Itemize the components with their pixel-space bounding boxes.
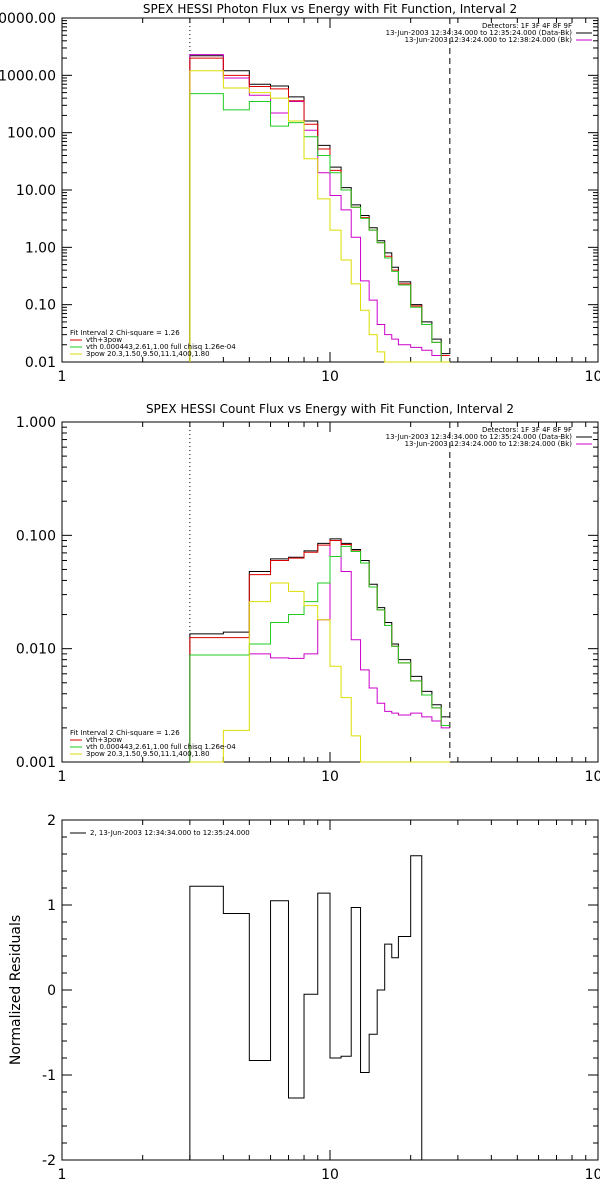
y-tick-label: 0.100: [16, 528, 56, 544]
x-tick-label: 1: [58, 369, 67, 385]
series-line-0: [189, 538, 450, 762]
chart-title: SPEX HESSI Photon Flux vs Energy with Fi…: [143, 2, 517, 16]
legend-entry: Fit Interval 2 Chi-square = 1.26: [70, 329, 180, 337]
y-tick-label: 0: [47, 983, 56, 999]
y-tick-label: 10.00: [16, 183, 56, 199]
legend-bottom: Fit Interval 2 Chi-square = 1.26vth+3pow…: [70, 729, 236, 758]
y-axis-label: Normalized Residuals: [8, 915, 24, 1065]
x-tick-label: 10: [321, 1167, 339, 1183]
y-tick-label: -2: [42, 1153, 56, 1169]
series-line-4: [189, 582, 450, 763]
series-line-0: [189, 55, 450, 362]
x-tick-label: 1: [58, 769, 67, 785]
y-tick-label: 0.01: [25, 355, 56, 371]
series-line-3: [189, 93, 450, 363]
series-line-2: [189, 57, 450, 362]
legend-entry: Detectors: 1F 3F 4F 8F 9F: [482, 426, 572, 434]
y-tick-label: 1.000: [16, 415, 56, 431]
legend-entry: 2, 13-Jun-2003 12:34:34.000 to 12:35:24.…: [90, 829, 250, 837]
panel-count: SPEX HESSI Count Flux vs Energy with Fit…: [16, 402, 600, 785]
legend-entry: vth 0.000443,2.61,1.00 full chisq 1.26e-…: [86, 343, 236, 351]
legend-entry: Fit Interval 2 Chi-square = 1.26: [70, 729, 180, 737]
legend-entry: vth+3pow: [86, 736, 122, 744]
panel-resid: 1 10 100 -2 -1 0 1 2 Normalized Residuals 2, 13-J…: [8, 813, 600, 1183]
y-tick-label: 0.001: [16, 755, 56, 771]
x-tick-label: 10: [321, 769, 339, 785]
y-tick-label: 0.010: [16, 642, 56, 658]
y-tick-label: 1.00: [25, 240, 56, 256]
y-tick-label: -1: [42, 1068, 56, 1084]
legend-entry: vth+3pow: [86, 336, 122, 344]
legend-entry: 3pow 20.3,1.50,9.50,11.1,400,1.80: [86, 350, 210, 358]
y-axis-ticks: -2 -1 0 1 2: [42, 813, 598, 1169]
legend-bottom: Fit Interval 2 Chi-square = 1.26vth+3pow…: [70, 329, 236, 358]
series-line-0: [189, 855, 423, 1160]
legend-entry: 13-Jun-2003 12:34:34.000 to 12:35:24.000…: [386, 29, 573, 37]
y-tick-label: 1000.00: [0, 68, 56, 84]
legend-entry: Detectors: 1F 3F 4F 8F 9F: [482, 22, 572, 30]
legend-entry: vth 0.000443,2.61,1.00 full chisq 1.26e-…: [86, 743, 236, 751]
x-tick-label: 1: [58, 1167, 67, 1183]
legend-entry: 3pow 20.3,1.50,9.50,11.1,400,1.80: [86, 750, 210, 758]
panel-photon: SPEX HESSI Photon Flux vs Energy with Fi…: [0, 2, 600, 385]
y-axis-ticks: 0.01 0.10 1.00 10.00 100.00 1000.00 0000.00: [0, 11, 598, 371]
x-tick-label: 10: [321, 369, 339, 385]
legend-entry: 13-Jun-2003 12:34:34.000 to 12:35:24.000…: [386, 433, 573, 441]
y-axis-ticks: 0.001 0.010 0.100 1.000: [16, 415, 598, 771]
legend-entry: 13-Jun-2003 12:34:24.000 to 12:38:24.000…: [405, 36, 573, 44]
x-tick-label: 100: [585, 369, 600, 385]
chart-title: SPEX HESSI Count Flux vs Energy with Fit…: [146, 402, 514, 416]
legend-entry: 13-Jun-2003 12:34:24.000 to 12:38:24.000…: [405, 440, 573, 448]
x-tick-label: 100: [585, 769, 600, 785]
series-line-3: [189, 545, 450, 762]
y-tick-label: 0.10: [25, 298, 56, 314]
series-line-4: [189, 70, 450, 363]
series-line-1: [189, 54, 450, 363]
x-axis-ticks: 1 10 100: [58, 820, 600, 1183]
x-tick-label: 100: [585, 1167, 600, 1183]
legend-top: 2, 13-Jun-2003 12:34:34.000 to 12:35:24.…: [70, 829, 250, 837]
series-line-2: [189, 540, 450, 762]
series-line-1: [189, 540, 450, 762]
y-tick-label: 100.00: [7, 126, 56, 142]
y-tick-label: 1: [47, 898, 56, 914]
y-tick-label: 0000.00: [0, 11, 56, 27]
y-tick-label: 2: [47, 813, 56, 829]
